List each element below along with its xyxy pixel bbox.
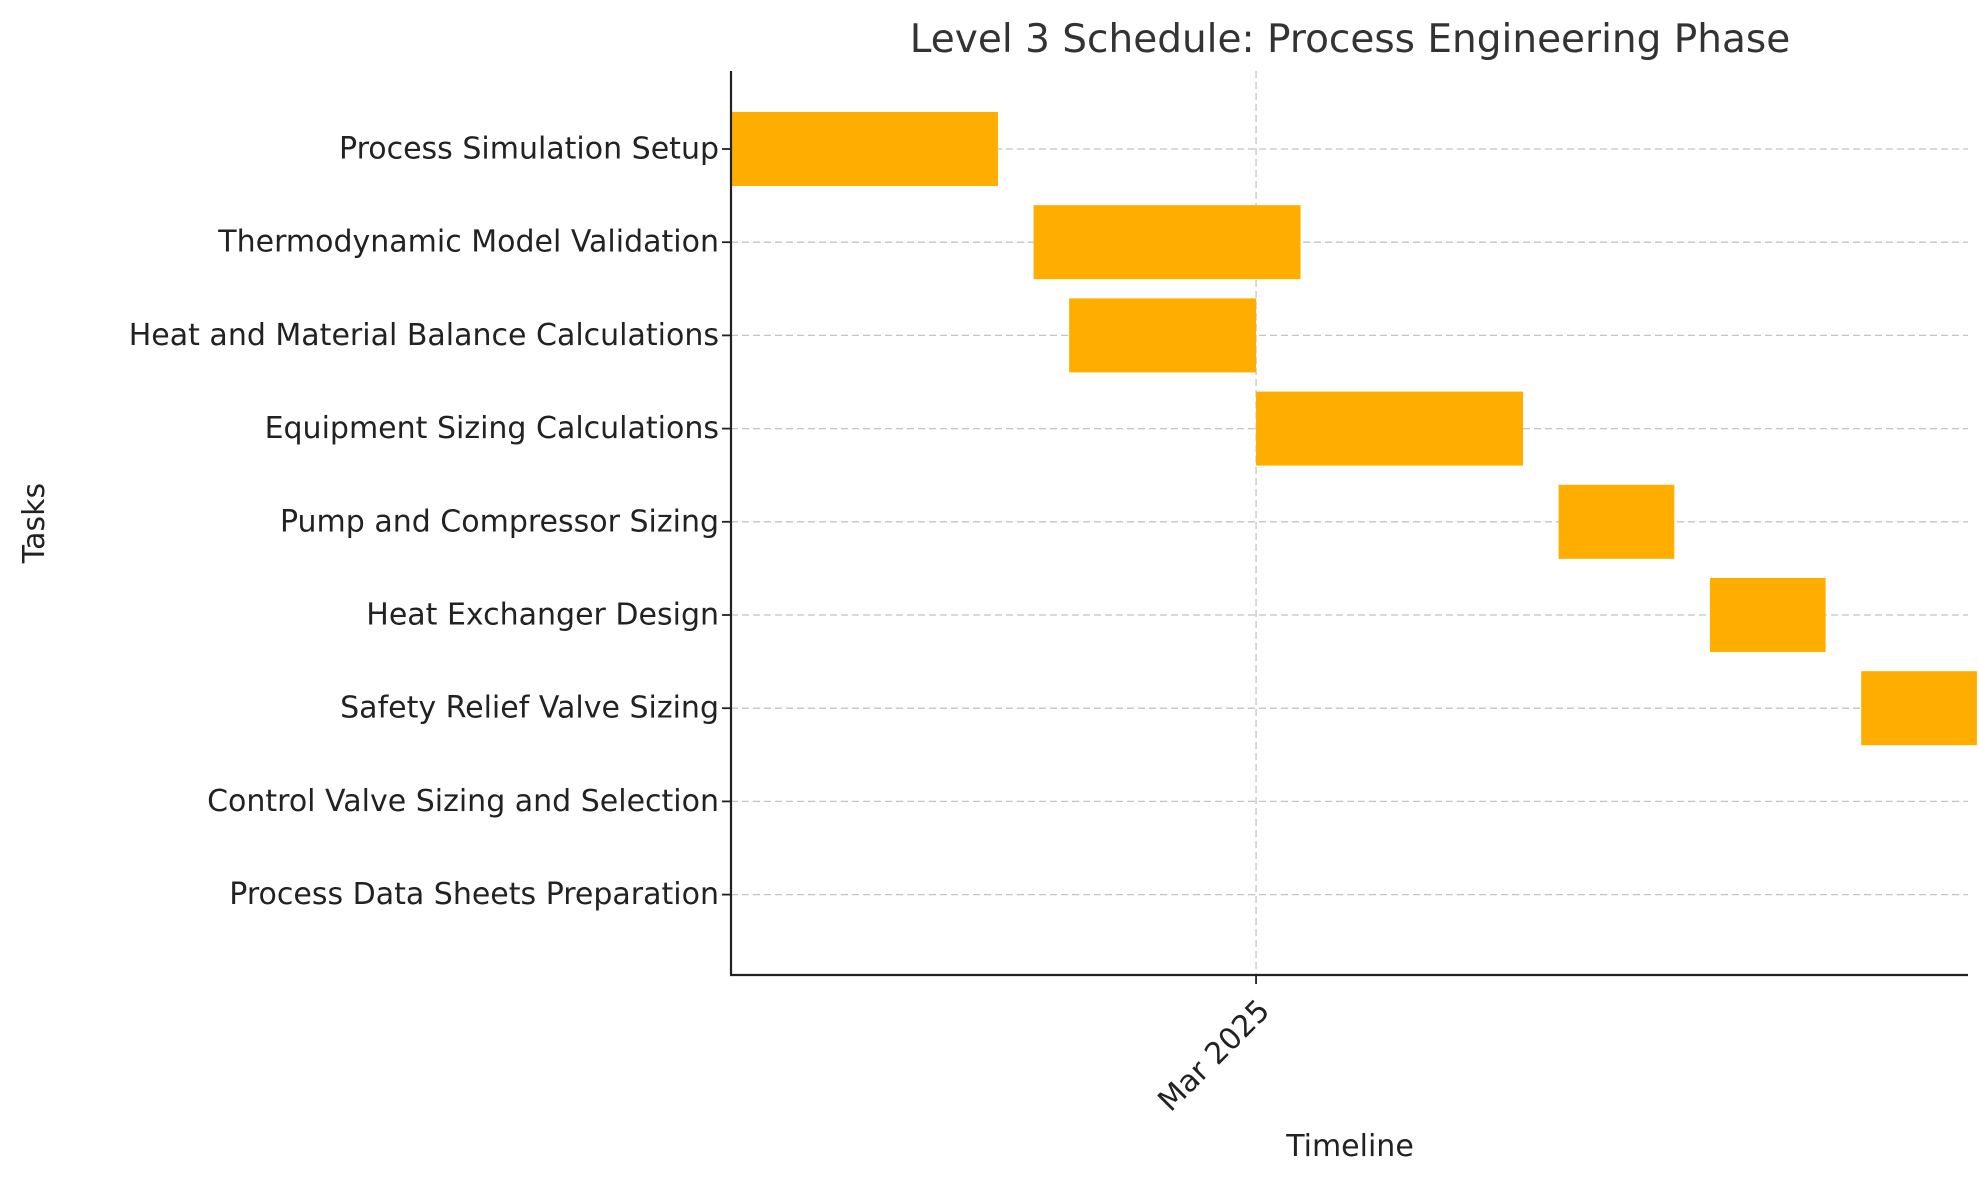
y-tick-label: Process Simulation Setup xyxy=(339,132,719,167)
task-bar xyxy=(731,112,998,186)
y-tick-label: Equipment Sizing Calculations xyxy=(265,411,719,446)
y-tick-label: Heat Exchanger Design xyxy=(366,598,719,633)
chart-title: Level 3 Schedule: Process Engineering Ph… xyxy=(910,17,1791,62)
y-axis-label: Tasks xyxy=(17,483,52,564)
y-tick-label: Heat and Material Balance Calculations xyxy=(129,318,719,353)
x-axis-label: Timeline xyxy=(1285,1129,1414,1164)
y-tick-label: Process Data Sheets Preparation xyxy=(229,877,719,912)
y-tick-label: Thermodynamic Model Validation xyxy=(217,225,719,260)
task-bars xyxy=(731,112,1977,746)
task-bar xyxy=(1709,578,1826,652)
task-bar xyxy=(1256,391,1524,466)
y-tick-label: Control Valve Sizing and Selection xyxy=(207,784,719,819)
y-tick-label: Pump and Compressor Sizing xyxy=(280,504,719,539)
task-bar xyxy=(1558,484,1675,559)
task-bar xyxy=(1069,298,1257,373)
y-tick-label: Safety Relief Valve Sizing xyxy=(340,691,719,726)
x-tick-label: Mar 2025 xyxy=(1151,993,1277,1119)
grid-lines xyxy=(731,71,1968,975)
task-bar xyxy=(1033,205,1301,280)
task-bar xyxy=(1861,671,1977,746)
axis-ticks: Process Simulation Setup Thermodynamic Mo… xyxy=(129,132,1277,1119)
